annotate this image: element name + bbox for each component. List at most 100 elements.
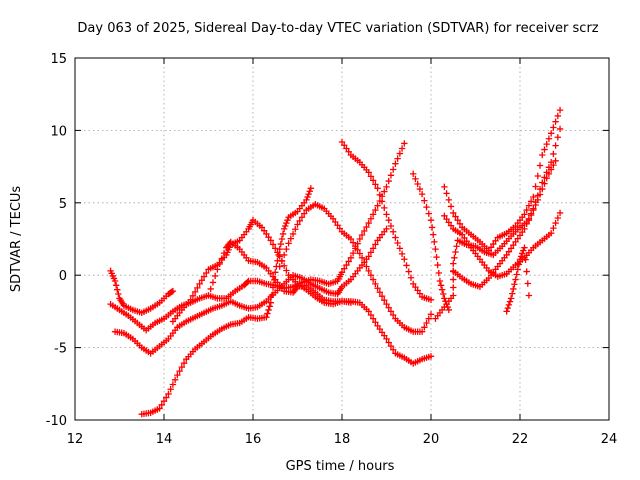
data-point	[279, 230, 287, 238]
data-point	[514, 266, 521, 273]
data-point	[200, 273, 208, 280]
data-point	[534, 172, 541, 180]
data-point	[463, 237, 470, 245]
data-point	[332, 218, 339, 226]
y-tick-label: -5	[54, 342, 67, 357]
data-point	[490, 240, 497, 248]
data-point	[514, 235, 521, 242]
data-point	[216, 260, 223, 268]
data-point	[530, 205, 537, 212]
data-point	[534, 192, 541, 199]
data-point	[394, 155, 401, 162]
x-tick-label: 18	[334, 432, 351, 447]
data-point	[543, 169, 550, 176]
data-point	[506, 298, 514, 305]
data-point	[527, 198, 535, 205]
data-point	[276, 253, 283, 260]
data-point	[453, 243, 460, 250]
data-point	[338, 269, 346, 276]
data-point	[445, 306, 452, 314]
data-point	[554, 112, 562, 120]
data-point	[361, 227, 368, 235]
data-point	[387, 342, 395, 350]
data-point	[509, 290, 516, 297]
data-point	[539, 151, 546, 159]
data-point	[521, 225, 528, 233]
data-point	[304, 193, 311, 201]
data-point	[385, 177, 392, 185]
data-point	[552, 157, 559, 165]
data-point	[389, 311, 397, 319]
series-track-9	[410, 170, 452, 314]
data-point	[283, 267, 290, 274]
data-point	[374, 322, 381, 330]
data-point	[517, 253, 525, 260]
data-point	[556, 209, 564, 217]
data-point	[381, 296, 388, 304]
data-point	[438, 286, 446, 293]
data-point	[523, 206, 530, 214]
data-point	[156, 405, 163, 412]
data-point	[523, 220, 530, 227]
data-point	[543, 140, 550, 148]
data-point	[383, 300, 390, 308]
data-point	[347, 299, 355, 306]
data-point	[374, 285, 381, 292]
data-point	[539, 179, 546, 186]
data-point	[521, 211, 528, 218]
data-point	[167, 386, 174, 393]
series-track-7	[276, 201, 435, 335]
x-tick-labels: 12 14 16 18 20 22 24	[67, 432, 618, 447]
data-point	[556, 106, 564, 114]
data-point	[300, 210, 308, 217]
data-point	[338, 138, 346, 146]
series-track-3	[111, 225, 390, 357]
data-point	[512, 238, 519, 246]
data-point	[367, 249, 375, 256]
data-point	[405, 268, 412, 275]
data-point	[418, 328, 426, 335]
series-track-13	[450, 125, 564, 290]
data-point	[385, 339, 392, 346]
data-point	[412, 175, 419, 183]
series-track-5	[169, 216, 435, 367]
data-point	[412, 283, 419, 291]
data-point	[341, 142, 348, 149]
grid	[75, 58, 609, 420]
data-point	[392, 160, 399, 167]
data-point	[443, 215, 450, 223]
plot-frame	[74, 57, 610, 421]
data-point	[447, 222, 455, 229]
data-point	[383, 211, 390, 218]
data-point	[440, 290, 447, 298]
series-track-14	[503, 244, 533, 315]
data-point	[524, 280, 531, 287]
data-point	[372, 319, 379, 326]
data-point	[552, 118, 559, 125]
data-point	[343, 261, 350, 269]
data-point	[336, 225, 343, 232]
data-point	[550, 150, 557, 158]
data-point	[282, 222, 289, 230]
data-point	[527, 210, 535, 217]
data-point	[507, 295, 515, 302]
data-point	[410, 170, 417, 178]
data-point	[276, 263, 283, 270]
data-point	[441, 183, 448, 191]
data-point	[306, 188, 313, 195]
data-point	[425, 210, 432, 217]
data-point	[369, 315, 377, 322]
series-track-6	[205, 238, 355, 306]
data-point	[203, 269, 210, 277]
data-point	[445, 219, 452, 226]
data-point	[505, 301, 513, 309]
data-point	[503, 308, 510, 315]
data-point	[427, 311, 435, 318]
data-point	[416, 290, 424, 297]
y-tick-label: 10	[50, 124, 67, 139]
data-point	[383, 335, 390, 343]
data-point	[433, 253, 440, 261]
data-point	[381, 204, 388, 212]
data-point	[450, 292, 457, 299]
data-point	[265, 233, 272, 241]
